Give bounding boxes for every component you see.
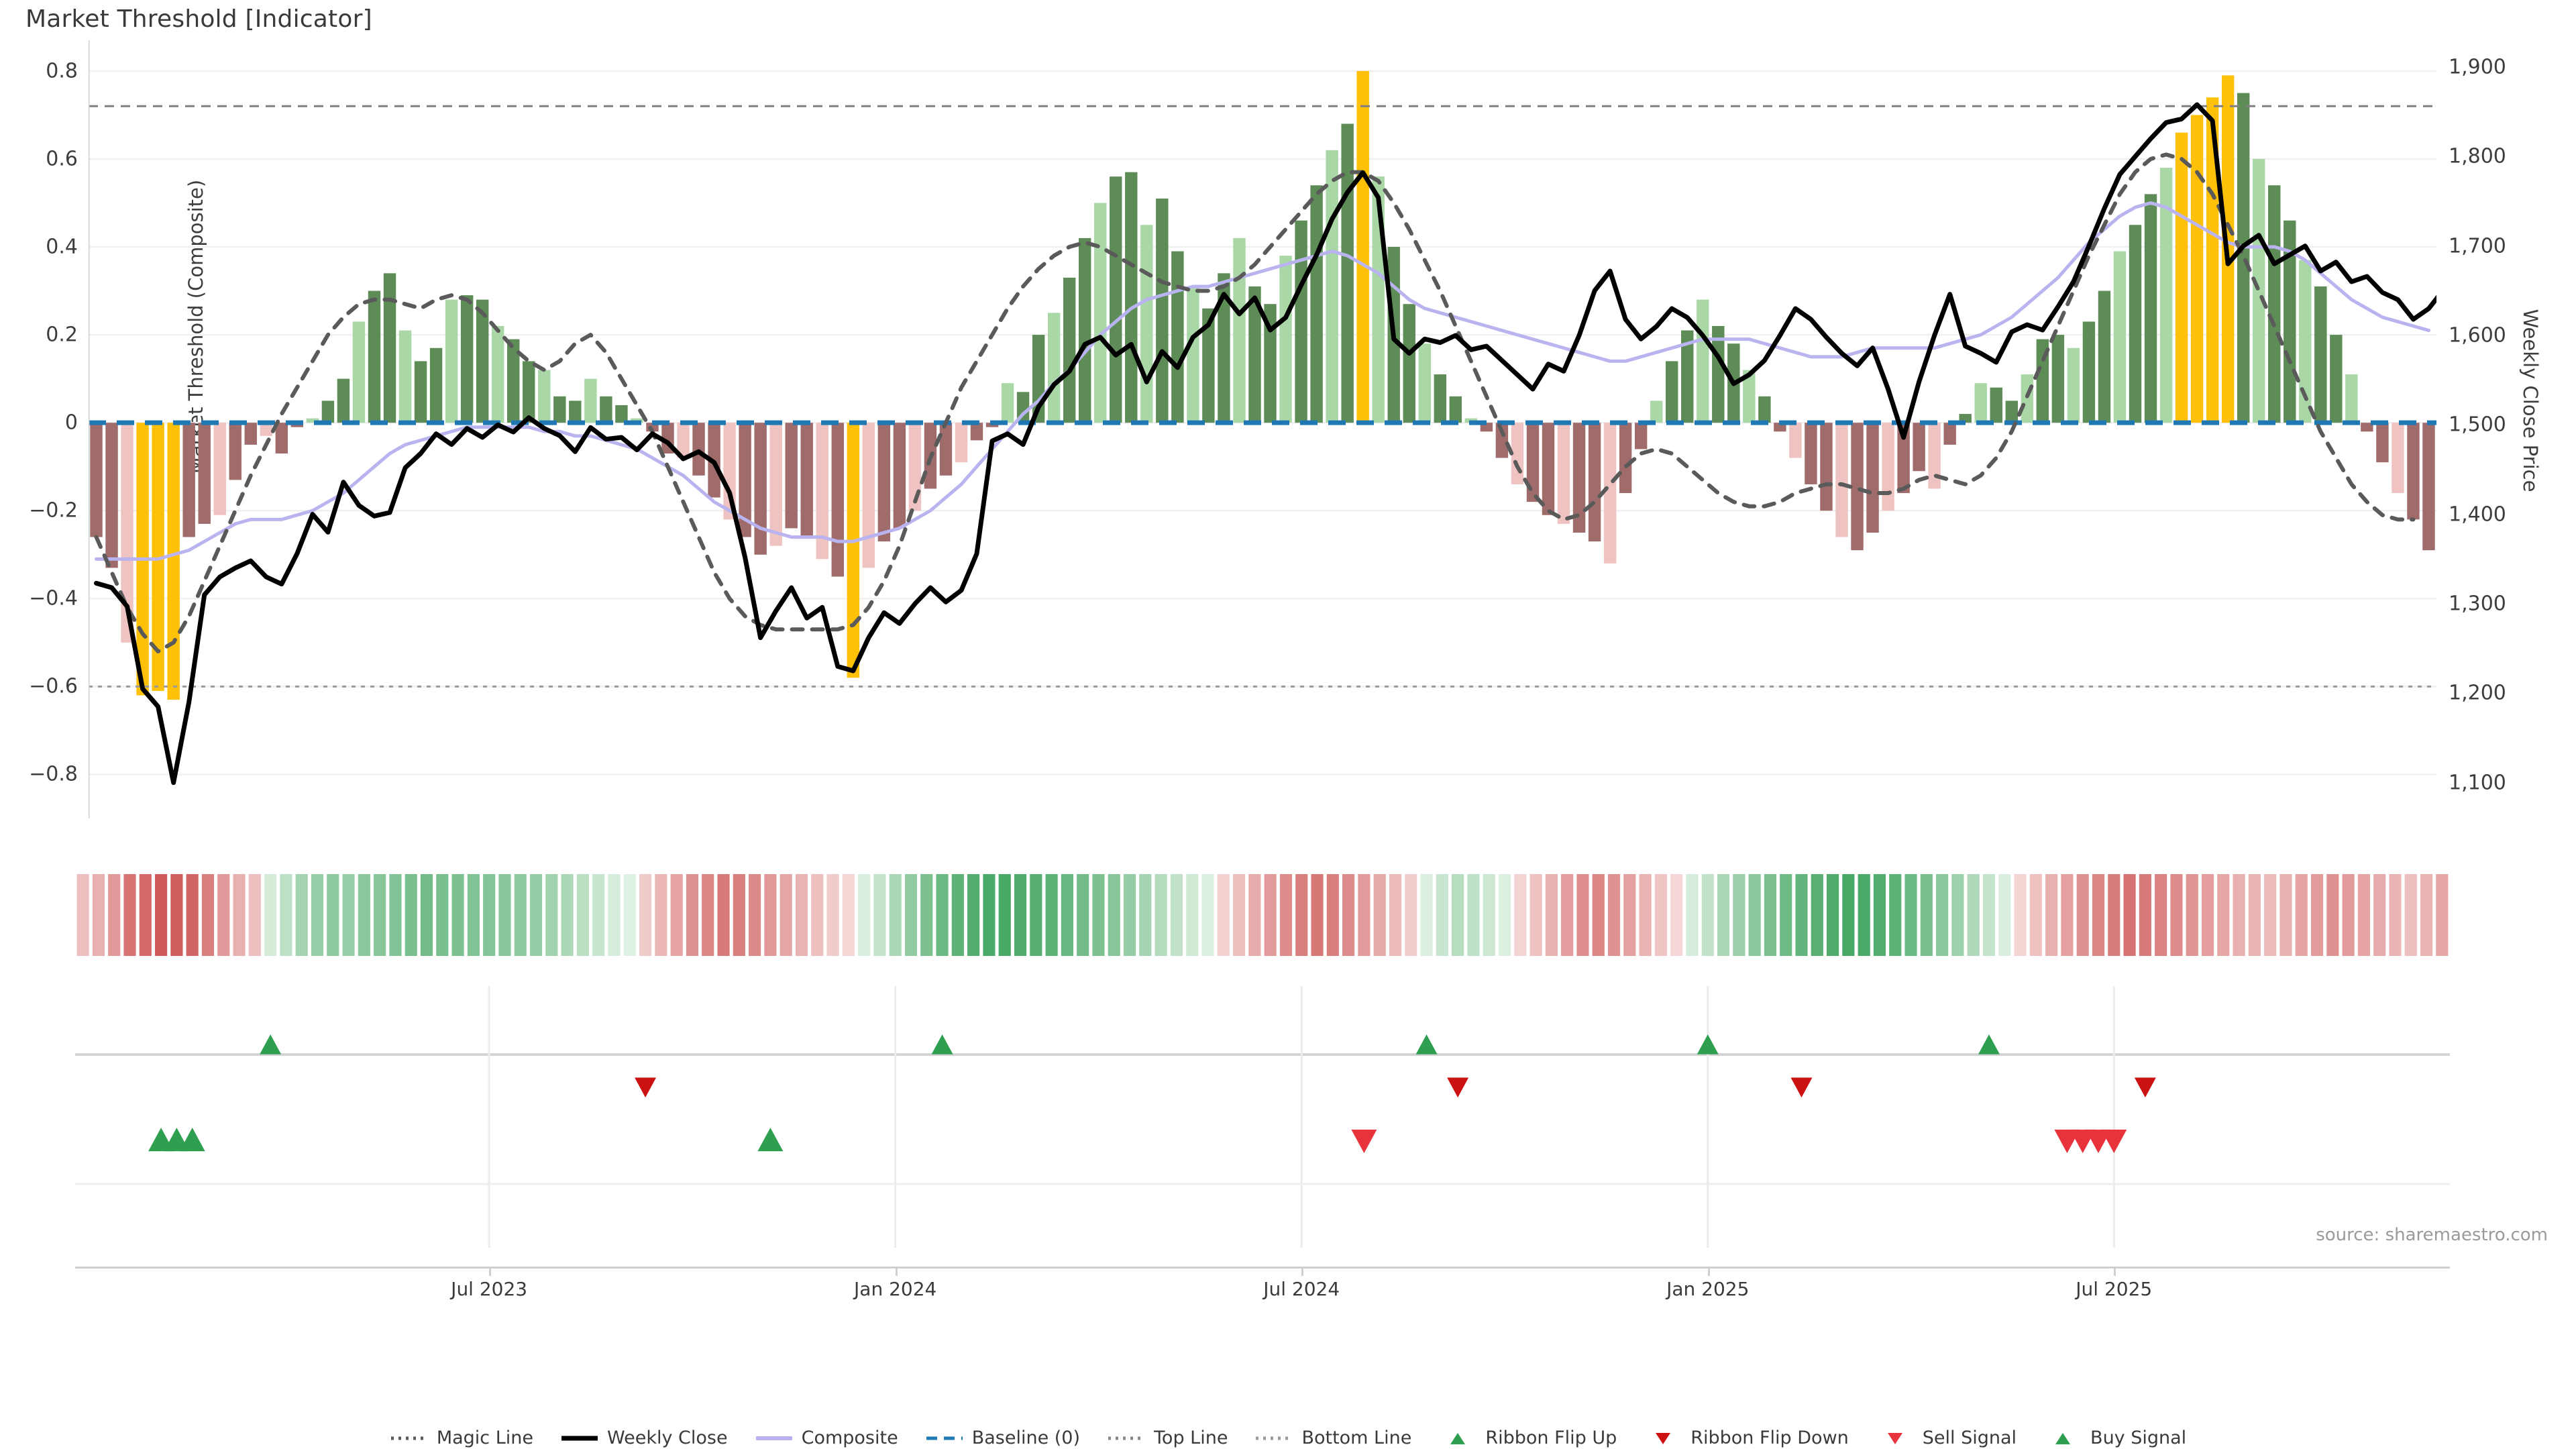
y-tick-left: −0.2 (29, 498, 78, 523)
legend-swatch-tri-up-icon (1450, 1432, 1466, 1444)
ribbon-flip-up-marker (931, 1034, 953, 1055)
y-tick-right: 1,900 (2449, 55, 2506, 79)
legend-item[interactable]: Top Line (1107, 1428, 1228, 1448)
x-tick-label: Jan 2024 (854, 1278, 937, 1300)
legend-item[interactable]: Ribbon Flip Down (1644, 1428, 1849, 1448)
x-tick-mark (489, 1267, 492, 1276)
legend-swatch-tri-down-icon (1656, 1432, 1671, 1444)
y-tick-right: 1,600 (2449, 323, 2506, 347)
legend-item[interactable]: Sell Signal (1876, 1428, 2017, 1448)
ribbon-flip-down-marker (2134, 1077, 2156, 1097)
legend-item[interactable]: Bottom Line (1254, 1428, 1411, 1448)
y-tick-left: 0.8 (46, 59, 78, 83)
y-tick-right: 1,200 (2449, 681, 2506, 705)
ribbon-flip-down-marker (635, 1077, 657, 1097)
y-tick-left: −0.6 (29, 674, 78, 698)
legend-swatch-dotted-icon (1256, 1436, 1293, 1440)
y-tick-left: −0.8 (29, 762, 78, 786)
y-tick-right: 1,300 (2449, 592, 2506, 616)
legend-item[interactable]: Weekly Close (560, 1428, 728, 1448)
y-tick-right: 1,400 (2449, 502, 2506, 527)
source-attribution: source: sharemaestro.com (2316, 1225, 2548, 1245)
x-tick-mark (1301, 1267, 1304, 1276)
main-chart-svg (89, 40, 2436, 818)
sell-signal-marker (2101, 1129, 2127, 1153)
legend-label: Composite (801, 1428, 898, 1448)
x-tick-label: Jul 2025 (2076, 1278, 2153, 1300)
legend-item[interactable]: Buy Signal (2043, 1428, 2186, 1448)
buy-signal-marker (757, 1128, 784, 1152)
x-tick-label: Jan 2025 (1666, 1278, 1750, 1300)
legend-item[interactable]: Magic Line (390, 1428, 533, 1448)
chart-legend: Magic Line Weekly Close Composite Baseline … (0, 1428, 2576, 1448)
legend-swatch-tri-up-icon (2055, 1432, 2071, 1444)
signal-markers-svg (75, 986, 2450, 1248)
legend-label: Sell Signal (1922, 1428, 2017, 1448)
ribbon-flip-up-marker (1978, 1034, 2000, 1055)
buy-signal-marker (179, 1128, 205, 1152)
y-tick-right: 1,700 (2449, 234, 2506, 258)
x-tick-mark (1707, 1267, 1710, 1276)
x-axis-line (75, 1267, 2450, 1269)
ribbon-flip-up-marker (260, 1034, 282, 1055)
x-tick-label: Jul 2023 (451, 1278, 528, 1300)
legend-swatch-solid-thick-icon (561, 1436, 598, 1440)
legend-label: Bottom Line (1301, 1428, 1412, 1448)
y-axis-right-label: Weekly Close Price (2519, 309, 2542, 492)
legend-swatch-dashed-icon (926, 1436, 963, 1440)
legend-item[interactable]: Baseline (0) (925, 1428, 1080, 1448)
legend-swatch-solid-icon (755, 1436, 792, 1440)
y-tick-right: 1,800 (2449, 144, 2506, 168)
legend-label: Weekly Close (607, 1428, 728, 1448)
legend-swatch-dotted-icon (390, 1436, 427, 1440)
legend-swatch-dotted-icon (1108, 1436, 1145, 1440)
legend-item[interactable]: Composite (755, 1428, 898, 1448)
ribbon-flip-down-marker (1790, 1077, 1813, 1097)
ribbon-strip-svg (76, 874, 2449, 956)
y-tick-left: 0 (64, 411, 78, 435)
y-tick-left: 0.4 (46, 235, 78, 259)
legend-label: Magic Line (436, 1428, 533, 1448)
y-tick-left: 0.2 (46, 323, 78, 347)
legend-label: Ribbon Flip Up (1485, 1428, 1617, 1448)
x-tick-mark (895, 1267, 898, 1276)
ribbon-strip-panel (75, 869, 2450, 956)
legend-label: Top Line (1154, 1428, 1228, 1448)
page-title: Market Threshold [Indicator] (25, 5, 372, 33)
x-tick-label: Jul 2024 (1263, 1278, 1340, 1300)
legend-label: Buy Signal (2090, 1428, 2187, 1448)
legend-item[interactable]: Ribbon Flip Up (1438, 1428, 1617, 1448)
signal-markers-panel (75, 986, 2450, 1248)
x-tick-mark (2114, 1267, 2116, 1276)
main-chart-plot (89, 40, 2436, 818)
ribbon-flip-up-marker (1415, 1034, 1438, 1055)
y-tick-left: −0.4 (29, 586, 78, 610)
sell-signal-marker (1351, 1129, 1377, 1153)
legend-label: Baseline (0) (971, 1428, 1081, 1448)
y-tick-right: 1,100 (2449, 771, 2506, 795)
legend-label: Ribbon Flip Down (1690, 1428, 1849, 1448)
legend-swatch-tri-down-icon (1887, 1432, 1902, 1444)
y-tick-right: 1,500 (2449, 413, 2506, 437)
y-tick-left: 0.6 (46, 147, 78, 171)
ribbon-flip-up-marker (1697, 1034, 1719, 1055)
ribbon-flip-down-marker (1447, 1077, 1469, 1097)
